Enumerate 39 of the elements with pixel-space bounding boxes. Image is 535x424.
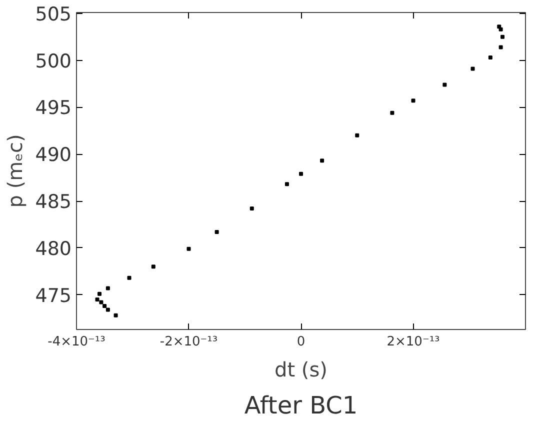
text: After BC1 <box>244 392 358 420</box>
point <box>488 56 492 60</box>
y-axis-title: p (mₑc) <box>3 134 28 208</box>
point <box>106 308 110 312</box>
y-tick-label: 475 <box>35 284 72 307</box>
x-tick-label: 2×10⁻¹³ <box>386 334 440 350</box>
point <box>355 133 360 138</box>
point <box>390 110 394 115</box>
point <box>214 230 219 234</box>
point <box>299 172 303 176</box>
y-tick-label: 500 <box>35 50 72 72</box>
point <box>442 82 447 87</box>
point <box>497 24 502 29</box>
point <box>151 264 156 269</box>
point <box>95 297 100 302</box>
point <box>500 34 504 39</box>
point <box>320 158 324 163</box>
point <box>498 45 503 50</box>
point <box>99 300 104 304</box>
point <box>411 98 416 103</box>
point <box>98 292 102 296</box>
y-tick-label: 490 <box>35 144 72 166</box>
x-tick-label: -4×10⁻¹³ <box>48 334 106 350</box>
point <box>106 286 110 290</box>
y-tick-label: 480 <box>35 238 72 260</box>
point <box>284 182 289 186</box>
point <box>498 27 503 32</box>
point <box>114 313 118 318</box>
x-tick-label: 0 <box>296 334 306 350</box>
point <box>186 246 191 251</box>
y-tick-label: 495 <box>35 97 72 120</box>
y-tick-label: 505 <box>35 3 72 26</box>
y-tick-label: 485 <box>35 191 72 214</box>
point <box>127 276 132 280</box>
point <box>102 304 107 308</box>
x-axis-title: dt (s) <box>274 358 328 382</box>
point <box>250 206 254 211</box>
point <box>470 66 475 71</box>
x-tick-label: -2×10⁻¹³ <box>160 334 218 350</box>
